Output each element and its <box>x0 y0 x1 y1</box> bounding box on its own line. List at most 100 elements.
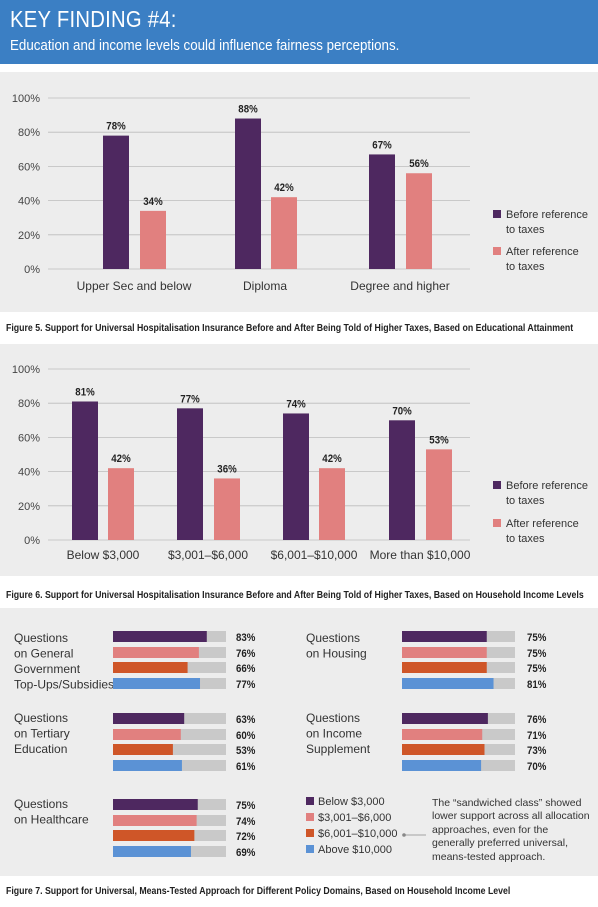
legend-label: to taxes <box>506 224 545 236</box>
legend-label: Above $10,000 <box>318 844 392 856</box>
bar-3001-6000 <box>402 647 487 658</box>
bar-3001-6000 <box>113 729 181 740</box>
bar-6001-10000 <box>113 662 188 673</box>
bar-before <box>369 154 395 269</box>
bar-above-10000 <box>113 760 182 771</box>
legend-label: to taxes <box>506 261 545 273</box>
bar-after <box>271 197 297 269</box>
y-tick-label: 20% <box>18 230 40 242</box>
data-label: 70% <box>392 406 411 418</box>
sandwiched-class-annotation: The “sandwiched class” showed lower supp… <box>432 797 590 863</box>
data-label: 77% <box>180 394 199 406</box>
bar-3001-6000 <box>402 729 483 740</box>
data-label: 42% <box>322 454 341 466</box>
legend-swatch <box>306 813 314 821</box>
data-label: 83% <box>236 633 255 645</box>
figure5-chart: 100% 80% 60% 40% 20% 0% 78% 34% Upper Sec and be… <box>12 93 588 293</box>
category-label: $6,001–$10,000 <box>271 548 358 562</box>
category-label: Upper Sec and below <box>77 279 192 293</box>
bar-before <box>235 118 261 269</box>
bar-after <box>108 468 134 540</box>
bar-6001-10000 <box>113 830 195 841</box>
domain-label: on Tertiary <box>14 727 70 741</box>
bar-after <box>140 210 166 269</box>
bar-before <box>389 420 415 540</box>
data-label: 42% <box>274 183 293 195</box>
legend-swatch-before <box>493 210 501 218</box>
legend-label: $3,001–$6,000 <box>318 812 391 824</box>
bar-above-10000 <box>113 678 201 689</box>
bar-above-10000 <box>113 846 191 857</box>
y-tick-label: 80% <box>18 127 40 139</box>
data-label: 36% <box>217 464 236 476</box>
y-tick-label: 60% <box>18 161 40 173</box>
domain-label: Top-Ups/Subsidies <box>14 678 114 692</box>
annotation-connector-dot <box>402 833 406 837</box>
bar-above-10000 <box>402 678 494 689</box>
data-label: 67% <box>372 140 391 152</box>
data-label: 75% <box>527 664 546 676</box>
data-label: 42% <box>111 454 130 466</box>
data-label: 61% <box>236 762 255 774</box>
bar-6001-10000 <box>402 662 487 673</box>
data-label: 70% <box>527 762 546 774</box>
domain-label: Questions <box>306 711 360 725</box>
legend-swatch-before <box>493 481 501 489</box>
data-label: 34% <box>143 196 162 208</box>
data-label: 66% <box>236 664 255 676</box>
y-tick-label: 0% <box>24 264 40 276</box>
domain-label: Government <box>14 662 81 676</box>
y-tick-label: 0% <box>24 535 40 547</box>
legend-label: to taxes <box>506 495 545 507</box>
data-label: 76% <box>236 649 255 661</box>
legend-label: $6,001–$10,000 <box>318 828 398 840</box>
data-label: 75% <box>527 633 546 645</box>
y-tick-label: 60% <box>18 432 40 444</box>
legend-label: Below $3,000 <box>318 796 385 808</box>
bar-3001-6000 <box>113 815 197 826</box>
bar-below-3000 <box>113 713 185 724</box>
bar-after <box>426 449 452 540</box>
key-finding-title: KEY FINDING #4: <box>10 6 177 32</box>
data-label: 73% <box>527 746 546 758</box>
y-tick-label: 40% <box>18 467 40 479</box>
domain-label: Supplement <box>306 742 371 756</box>
legend-swatch-after <box>493 519 501 527</box>
domain-label: on Housing <box>306 647 367 661</box>
data-label: 56% <box>409 159 428 171</box>
bar-after <box>214 478 240 540</box>
bar-6001-10000 <box>113 744 173 755</box>
category-label: Below $3,000 <box>67 548 140 562</box>
bar-below-3000 <box>113 631 207 642</box>
figure7-caption: Figure 7. Support for Universal, Means-T… <box>6 886 511 897</box>
domain-label: Questions <box>306 631 360 645</box>
bar-6001-10000 <box>402 744 485 755</box>
data-label: 78% <box>106 121 125 133</box>
figure5-caption: Figure 5. Support for Universal Hospital… <box>6 323 574 334</box>
data-label: 77% <box>236 680 255 692</box>
domain-label: on Income <box>306 727 362 741</box>
domain-label: Questions <box>14 711 68 725</box>
data-label: 76% <box>527 715 546 727</box>
y-tick-label: 100% <box>12 93 40 105</box>
bar-before <box>72 401 98 540</box>
bar-before <box>177 408 203 540</box>
key-finding-subtitle: Education and income levels could influe… <box>10 38 400 54</box>
domain-label: on General <box>14 647 73 661</box>
data-label: 74% <box>286 399 305 411</box>
legend-label: After reference <box>506 246 579 258</box>
legend-label: Before reference <box>506 480 588 492</box>
data-label: 53% <box>429 435 448 447</box>
data-label: 75% <box>527 649 546 661</box>
data-label: 74% <box>236 817 255 829</box>
category-label: More than $10,000 <box>370 548 471 562</box>
bar-below-3000 <box>402 631 487 642</box>
bar-before <box>283 413 309 540</box>
data-label: 69% <box>236 848 255 860</box>
figure6-caption: Figure 6. Support for Universal Hospital… <box>6 590 584 601</box>
data-label: 53% <box>236 746 255 758</box>
data-label: 71% <box>527 731 546 743</box>
bar-below-3000 <box>402 713 488 724</box>
category-label: Diploma <box>243 279 287 293</box>
